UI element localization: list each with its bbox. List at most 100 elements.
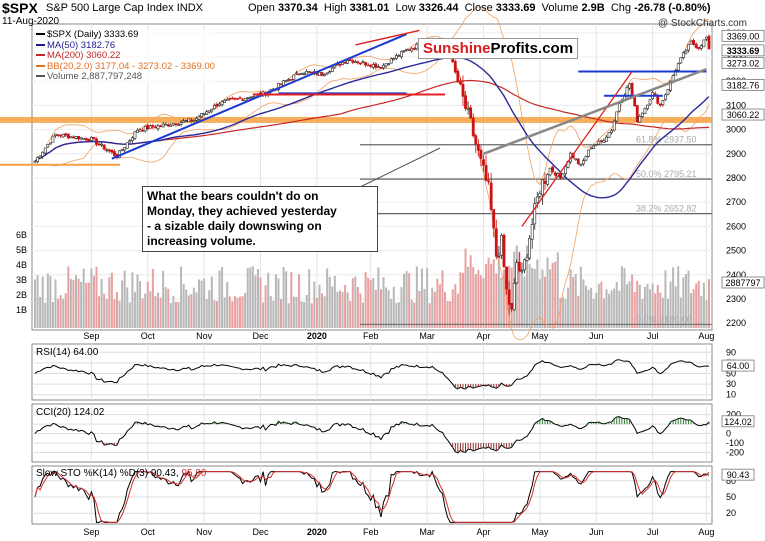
volume-bar: [305, 294, 308, 328]
volume-bar: [151, 269, 154, 328]
volume-bar: [413, 302, 416, 328]
candle-body: [535, 196, 539, 203]
candle-body: [223, 100, 227, 103]
volume-bar: [674, 286, 677, 328]
candle-body: [494, 228, 498, 257]
candle-body: [699, 45, 703, 49]
volume-bar: [490, 263, 493, 328]
volume-bar: [690, 293, 693, 328]
volume-bar: [382, 277, 385, 328]
volume-bar: [515, 245, 518, 328]
candle-body: [189, 119, 193, 122]
volume-bar: [354, 276, 357, 328]
volume-bar: [561, 297, 564, 328]
volume-bar: [610, 290, 613, 328]
rsi-label: RSI(14) 64.00: [36, 347, 99, 358]
volume-bar: [313, 281, 316, 328]
volume-bar: [203, 278, 206, 328]
volume-bar: [233, 295, 236, 328]
volume-bar: [625, 284, 628, 328]
month-label: Dec: [253, 527, 270, 537]
volume-bar: [221, 267, 224, 328]
volume-bar: [456, 293, 459, 328]
volume-tick-label: 1B: [16, 305, 27, 315]
volume-bar: [379, 289, 382, 328]
candle-body: [307, 71, 311, 73]
volume-bar: [177, 302, 180, 328]
volume-bar: [223, 297, 226, 328]
candle-body: [364, 62, 367, 66]
volume-bar: [656, 285, 659, 328]
candle-body: [323, 74, 326, 77]
volume-bar: [641, 299, 644, 328]
candle-body: [318, 71, 321, 76]
volume-bar: [395, 302, 398, 328]
candle-body: [169, 124, 173, 127]
volume-bar: [154, 296, 157, 328]
volume-bar: [433, 291, 436, 328]
candle-body: [87, 138, 91, 142]
candle-body: [74, 136, 78, 139]
candle-body: [405, 48, 408, 51]
volume-bar: [666, 298, 669, 328]
candle-body: [674, 70, 678, 76]
ohlc-readout: Open 3370.34 High 3381.01 Low 3326.44 Cl…: [248, 2, 711, 14]
legend-entry: MA(50) 3182.76: [36, 40, 215, 52]
volume-bar: [584, 285, 587, 328]
volume-bar: [638, 284, 641, 328]
annotation-pointer: [357, 147, 441, 189]
volume-bar: [467, 266, 470, 328]
candle-body: [541, 179, 544, 196]
candle-body: [410, 48, 414, 52]
volume-bar: [651, 283, 654, 328]
volume-bar: [100, 279, 103, 328]
candle-body: [310, 71, 314, 74]
volume-bar: [567, 287, 570, 328]
candle-body: [453, 61, 457, 73]
price-tick-label: 3000: [726, 125, 746, 135]
volume-bar: [677, 266, 680, 328]
candle-body: [328, 71, 332, 74]
volume-bar: [72, 280, 75, 328]
price-tag-label: 3273.02: [727, 59, 760, 69]
candle-body: [635, 105, 639, 122]
candle-body: [487, 180, 491, 183]
candle-body: [464, 95, 467, 109]
month-label: Jul: [647, 527, 659, 537]
candle-body: [461, 84, 465, 97]
price-tag: 3060.22: [721, 108, 765, 121]
volume-bar: [574, 273, 577, 328]
candle-body: [302, 73, 306, 75]
volume-bar: [700, 296, 703, 328]
candle-body: [384, 63, 388, 67]
volume-bar: [687, 270, 690, 328]
month-label: Nov: [196, 331, 213, 341]
candle-body: [43, 147, 47, 154]
volume-bar: [620, 266, 623, 328]
volume-bar: [92, 275, 95, 328]
price-tick-label: 2900: [726, 149, 746, 159]
candle-body: [612, 120, 616, 131]
volume-bar: [543, 276, 546, 328]
volume-bar: [705, 300, 708, 328]
volume-bar: [295, 296, 298, 328]
volume-bar: [654, 293, 657, 328]
candle-body: [233, 97, 237, 100]
candle-body: [694, 43, 698, 48]
candle-body: [400, 50, 403, 58]
volume-bar: [556, 252, 559, 328]
candle-body: [143, 126, 147, 132]
candle-body: [174, 123, 178, 126]
volume-bar: [659, 292, 662, 328]
candle-body: [279, 83, 283, 86]
candle-body: [346, 60, 350, 64]
price-tick-label: 2500: [726, 246, 746, 256]
candle-body: [82, 138, 86, 140]
legend-entry: $SPX (Daily) 3333.69: [36, 29, 215, 41]
month-label: 2020: [307, 331, 327, 341]
annotation-box: What the bears couldn't do on Monday, th…: [142, 186, 378, 252]
volume-bar: [372, 278, 375, 328]
candle-body: [205, 111, 209, 115]
volume-bar: [51, 301, 54, 328]
volume-bar: [692, 289, 695, 328]
